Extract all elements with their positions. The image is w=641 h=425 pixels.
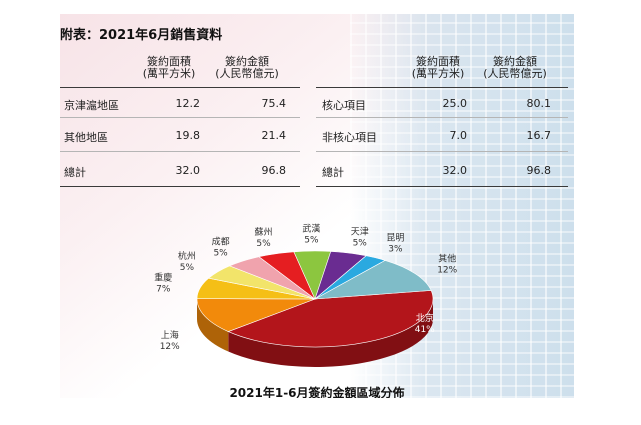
slice-name-label: 蘇州 [254, 226, 272, 238]
table-rule [60, 186, 300, 187]
pie-slice [314, 260, 432, 300]
chart-title: 2021年1-6月簽約金額區域分佈 [229, 386, 405, 398]
table-rule [316, 87, 568, 88]
slice-name-label: 重慶 [154, 272, 172, 284]
header-line: 簽約金額 [493, 55, 537, 68]
row-area: 7.0 [449, 129, 468, 142]
row-label: 京津滬地區 [64, 99, 119, 112]
slice-percent-label: 3% [388, 245, 403, 255]
table-right-header-area: 簽約面積 (萬平方米) [407, 56, 469, 80]
page-heading: 附表：2021年6月銷售資料 [60, 28, 223, 43]
row-label: 其他地區 [64, 131, 108, 144]
table-rule [60, 87, 300, 88]
row-area: 32.0 [175, 164, 201, 177]
pie-slice-side [228, 299, 433, 367]
pie-tops [196, 250, 434, 348]
slice-percent-label: 12% [160, 342, 180, 352]
row-label: 總計 [64, 166, 86, 179]
slice-name-label: 其他 [438, 253, 456, 265]
table-right-header-amount: 簽約金額 (人民幣億元) [476, 56, 554, 80]
slice-name-label: 成都 [212, 236, 230, 248]
table-rule [316, 117, 568, 118]
pie-slice [196, 298, 316, 332]
header-line: 簽約面積 [416, 55, 460, 68]
pie-slice [227, 290, 434, 348]
slice-percent-label: 5% [353, 238, 368, 248]
header-line: 簽約面積 [147, 55, 191, 68]
slice-name-label: 昆明 [386, 233, 404, 244]
row-label: 非核心項目 [322, 131, 377, 144]
slice-percent-label: 5% [304, 236, 319, 246]
row-amount: 21.4 [261, 129, 287, 142]
slice-name-label: 天津 [351, 226, 369, 237]
slice-name-label: 杭州 [178, 250, 196, 262]
table-rule [316, 186, 568, 187]
slice-percent-label: 5% [213, 249, 228, 259]
slice-name-label: 上海 [161, 329, 179, 341]
slice-percent-label: 41% [415, 325, 435, 335]
table-left-header-amount: 簽約金額 (人民幣億元) [208, 56, 286, 80]
header-line: (人民幣億元) [483, 67, 547, 80]
header-line: 簽約金額 [225, 55, 269, 68]
row-area: 12.2 [175, 97, 201, 110]
row-amount: 80.1 [526, 97, 552, 110]
sales-panel: 附表：2021年6月銷售資料 簽約面積 (萬平方米) 簽約金額 (人民幣億元) … [60, 14, 574, 398]
row-area: 25.0 [442, 97, 468, 110]
slice-percent-label: 5% [180, 263, 195, 273]
row-label: 總計 [322, 166, 344, 179]
slice-name-label: 武漢 [302, 223, 320, 235]
row-amount: 16.7 [526, 129, 552, 142]
header-line: (萬平方米) [142, 67, 196, 80]
slice-percent-label: 12% [437, 266, 457, 276]
slice-percent-label: 5% [256, 239, 271, 249]
table-rule [316, 151, 568, 152]
row-amount: 96.8 [261, 164, 287, 177]
row-amount: 96.8 [526, 164, 552, 177]
row-label: 核心項目 [322, 99, 366, 112]
row-amount: 75.4 [261, 97, 287, 110]
table-left-header-area: 簽約面積 (萬平方米) [138, 56, 200, 80]
table-rule [60, 117, 300, 118]
row-area: 19.8 [175, 129, 201, 142]
header-line: (人民幣億元) [215, 67, 279, 80]
header-line: (萬平方米) [411, 67, 465, 80]
slice-name-label: 北京 [416, 312, 434, 324]
row-area: 32.0 [442, 164, 468, 177]
pie-slice-side [197, 299, 229, 352]
table-rule [60, 151, 300, 152]
slice-percent-label: 7% [156, 285, 171, 295]
pie-sides [197, 299, 433, 367]
